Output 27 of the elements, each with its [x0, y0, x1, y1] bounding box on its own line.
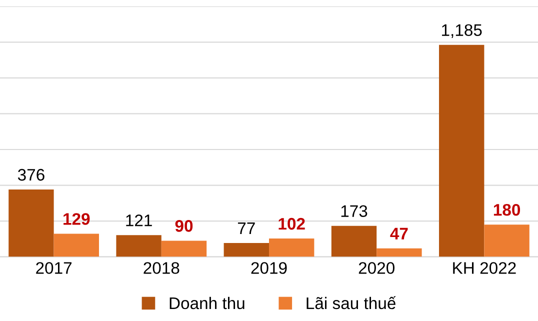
data-label: 77 [238, 222, 255, 234]
data-label: 129 [64, 213, 90, 225]
data-label: 173 [341, 205, 368, 218]
bar [484, 224, 530, 257]
bar [161, 240, 207, 257]
data-label: 1,185 [442, 24, 482, 38]
bar [54, 234, 99, 257]
data-label: 180 [494, 204, 520, 216]
x-tick-label: 2018 [144, 262, 180, 274]
bar [439, 44, 484, 257]
legend-label: Lãi sau thuế [306, 296, 396, 310]
x-tick-label: 2017 [36, 262, 72, 274]
legend-label: Doanh thu [170, 296, 244, 310]
bar [224, 243, 269, 257]
bar [116, 235, 162, 257]
data-label: 47 [390, 228, 408, 240]
data-label: 90 [175, 220, 193, 232]
bar [8, 190, 54, 257]
data-label: 376 [18, 168, 44, 181]
bar [376, 248, 422, 257]
bar [331, 226, 377, 257]
x-tick-label: 2019 [251, 262, 287, 274]
data-label: 121 [126, 214, 152, 226]
x-tick-label: 2020 [358, 262, 394, 274]
data-label: 102 [278, 218, 305, 230]
x-tick-label: KH 2022 [453, 262, 516, 274]
bar [269, 238, 314, 257]
